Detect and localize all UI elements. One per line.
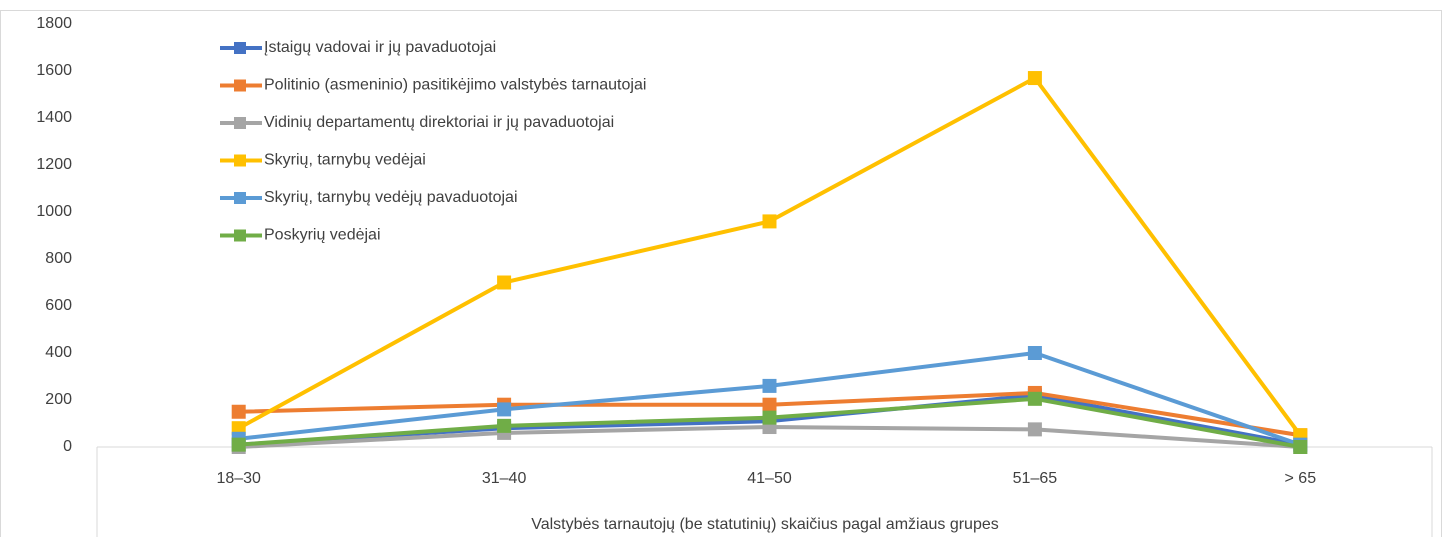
x-tick-label: 18–30 [216, 470, 261, 487]
y-tick-label: 800 [45, 250, 72, 267]
legend-marker [234, 229, 246, 242]
legend-label: Vidinių departamentų direktoriai ir jų p… [264, 114, 614, 131]
x-tick-label: 51–65 [1013, 470, 1058, 487]
y-tick-label: 1600 [36, 62, 72, 79]
marker [762, 397, 777, 412]
legend-label: Skyrių, tarnybų vedėjų pavaduotojai [264, 189, 518, 206]
legend-marker [234, 154, 246, 167]
y-tick-label: 1800 [36, 15, 72, 32]
legend-label: Įstaigų vadovai ir jų pavaduotojai [264, 39, 496, 56]
marker [497, 275, 512, 290]
marker [497, 418, 512, 433]
y-tick-label: 600 [45, 297, 72, 314]
x-axis-label: Valstybės tarnautojų (be statutinių) ska… [531, 516, 999, 533]
legend-label: Poskyrių vedėjai [264, 227, 381, 244]
legend-label: Politinio (asmeninio) pasitikėjimo valst… [264, 77, 646, 94]
marker [1293, 440, 1308, 454]
legend-label: Skyrių, tarnybų vedėjai [264, 152, 426, 169]
legend-marker [234, 42, 246, 54]
legend-marker [234, 192, 246, 204]
marker [231, 404, 246, 419]
marker [231, 421, 246, 436]
marker [762, 378, 777, 393]
y-tick-label: 1400 [36, 109, 72, 126]
x-tick-label: 31–40 [482, 470, 527, 487]
marker [231, 437, 246, 452]
x-tick-label: > 65 [1285, 470, 1317, 487]
y-tick-label: 1200 [36, 156, 72, 173]
chart-frame [0, 10, 1442, 537]
y-tick-label: 400 [45, 344, 72, 361]
x-tick-label: 41–50 [747, 470, 792, 487]
marker [1027, 391, 1042, 406]
legend-marker [234, 117, 246, 129]
marker [1027, 346, 1042, 360]
marker [762, 214, 777, 229]
marker [497, 402, 512, 417]
y-tick-label: 0 [63, 438, 72, 455]
marker [762, 410, 777, 425]
y-tick-label: 200 [45, 391, 72, 408]
marker [1027, 422, 1042, 437]
legend-marker [234, 79, 246, 92]
y-tick-label: 1000 [36, 203, 72, 220]
marker [1027, 71, 1042, 86]
